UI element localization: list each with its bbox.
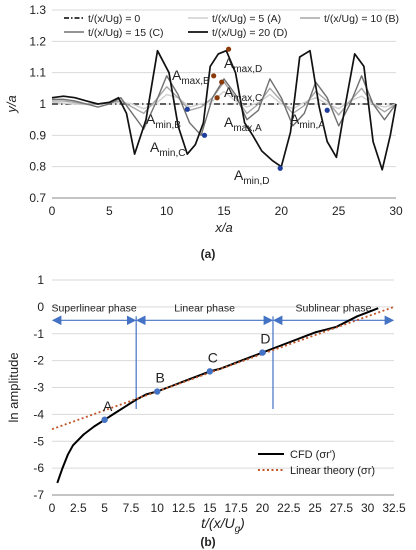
annotation-marker-a-7 [324,107,330,113]
annotation-label-a-min-a: Amin,A [290,111,325,131]
x-axis-title-a: x/a [214,220,232,235]
panel-label-a: (a) [201,247,216,261]
legend-label-a-0: t/(x/Ug) = 0 [88,13,140,25]
ytick-label-b-1: -6 [33,461,44,475]
xtick-label-b-2: 5 [101,501,108,515]
series-line-b-linear-theory-r [51,306,395,431]
xtick-label-b-4: 10 [151,501,165,515]
xtick-label-b-8: 20 [256,501,270,515]
xtick-label-a-2: 10 [160,204,174,218]
xtick-label-b-5: 12.5 [172,501,196,515]
x-axis-title-b: t/(x/Ug) [201,515,245,535]
ytick-label-b-0: -7 [33,488,44,502]
ytick-label-b-5: -2 [33,354,44,368]
annotation-label-a-max-a: Amax,A [224,114,262,134]
y-axis-title-a: y/a [4,95,19,113]
data-point-d [259,349,266,356]
xtick-label-b-1: 2.5 [70,501,87,515]
ytick-label-a-4: 1.1 [29,66,46,80]
legend-label-a-2: t/(x/Ug) = 10 (B) [324,13,399,25]
ytick-label-a-1: 0.8 [29,160,46,174]
xtick-label-b-9: 22.5 [277,501,301,515]
legend-label-a-3: t/(x/Ug) = 15 (C) [88,27,164,39]
annotation-label-a-max-d: Amax,D [224,55,262,75]
panel-a: 0.7 0.8 0.9 1 1.1 1.2 1.3 0 5 10 15 20 25 30 x/a y/a (a)… [4,3,403,261]
phase-label-superlinear-phase: Superlinear phase [51,302,136,314]
phase-label-sublinear-phase: Sublinear phase [296,302,372,314]
ytick-label-b-2: -5 [33,434,44,448]
ytick-label-a-3: 1 [39,97,46,111]
xtick-label-b-10: 25 [308,501,322,515]
annotation-marker-a-1 [211,73,217,79]
ytick-label-a-5: 1.2 [29,34,46,48]
y-axis-title-b: ln amplitude [6,352,21,422]
data-point-c [206,368,214,375]
xtick-label-b-3: 7.5 [123,501,140,515]
xtick-label-b-12: 30 [361,501,375,515]
ytick-label-b-7: 0 [37,300,44,314]
xtick-label-a-5: 25 [332,204,346,218]
ytick-label-a-6: 1.3 [29,3,46,17]
annotation-marker-a-4 [184,106,190,112]
ytick-label-a-2: 0.9 [29,128,46,142]
xtick-label-a-0: 0 [49,204,56,218]
ytick-label-b-8: 1 [37,273,44,287]
xtick-label-b-11: 27.5 [330,501,354,515]
xtick-label-b-7: 17.5 [224,501,248,515]
point-label-a: A [103,398,113,414]
legend-label-a-1: t/(x/Ug) = 5 (A) [212,13,281,25]
series-line-a-t-x-ug-20-d [51,49,397,171]
phase-label-linear-phase: Linear phase [174,302,235,314]
legend-label-b-1: Linear theory (σr) [290,465,375,477]
ytick-label-b-3: -4 [33,407,44,421]
annotation-marker-a-3 [214,95,220,101]
point-label-c: C [208,349,218,365]
annotation-label-a-min-c: Amin,C [150,139,185,159]
xtick-label-a-4: 20 [275,204,289,218]
data-point-a [101,416,108,423]
annotation-marker-a-0 [225,46,232,52]
annotation-marker-a-6 [277,165,283,171]
annotation-marker-a-5 [201,132,208,138]
xtick-label-b-6: 15 [203,501,217,515]
xtick-label-a-3: 15 [217,204,231,218]
point-label-d: D [260,331,270,347]
ytick-label-a-0: 0.7 [29,191,46,205]
annotation-label-a-min-b: Amin,B [146,111,181,131]
annotation-label-a-max-c: Amax,C [224,84,262,104]
annotation-label-a-min-d: Amin,D [234,167,269,187]
annotation-label-a-max-b: Amax,B [172,67,210,87]
xtick-label-b-13: 32.5 [382,501,406,515]
annotation-marker-a-2 [219,79,225,85]
legend-label-a-4: t/(x/Ug) = 20 (D) [212,27,288,39]
ytick-label-b-4: -3 [33,381,44,395]
xtick-label-a-1: 5 [106,204,113,218]
panel-label-b: (b) [200,535,215,549]
ytick-label-b-6: -1 [33,327,44,341]
data-point-b [154,388,161,395]
series-line-a-t-x-ug-15-c [52,75,397,137]
xtick-label-b-0: 0 [49,501,56,515]
legend-label-b-0: CFD (σr') [290,449,336,461]
xtick-label-a-6: 30 [389,204,403,218]
point-label-b: B [156,370,165,386]
